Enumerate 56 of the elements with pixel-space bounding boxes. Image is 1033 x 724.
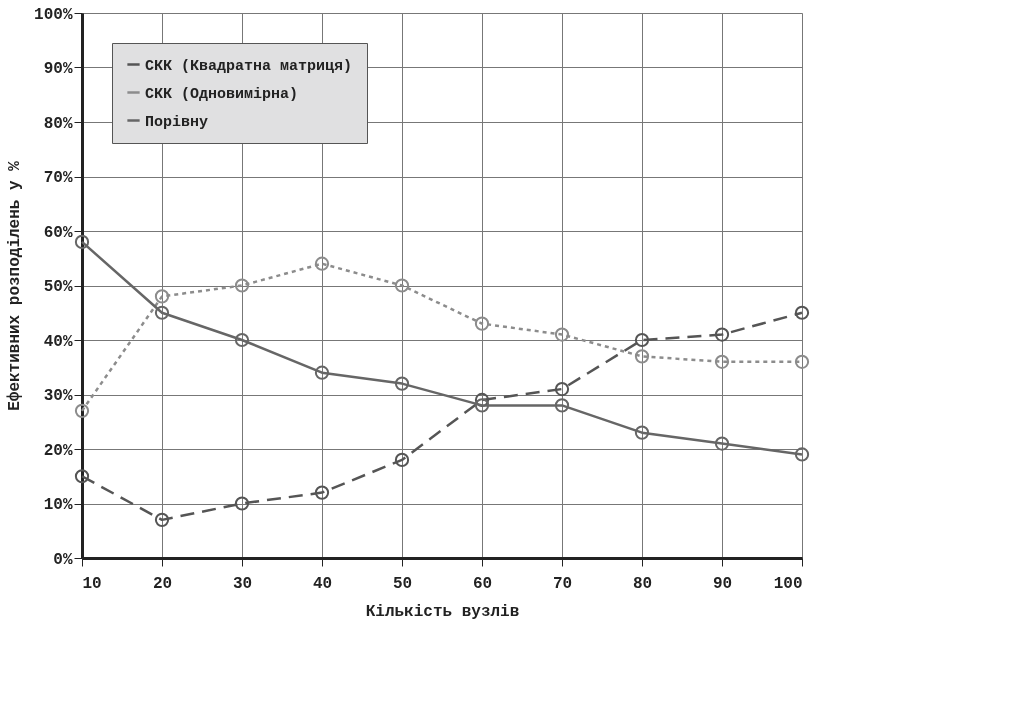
point — [794, 354, 810, 369]
point — [634, 332, 650, 348]
x-tick-label: 90 — [712, 574, 733, 593]
x-tick-label: 80 — [632, 574, 653, 593]
point — [394, 278, 410, 293]
y-tick-label: 90% — [43, 60, 73, 78]
point — [714, 327, 730, 342]
x-tick-label: 20 — [152, 574, 173, 593]
point — [554, 327, 570, 342]
x-tick-label: 100 — [773, 574, 803, 593]
point — [74, 234, 90, 250]
y-tick-label: 30% — [43, 387, 73, 405]
x-tick-label: 40 — [312, 574, 333, 593]
legend-label: СКК (Квадратна матриця) — [145, 57, 353, 75]
x-tick-label: 30 — [232, 574, 253, 593]
point — [154, 289, 170, 304]
point — [314, 365, 330, 380]
legend-label: Порівну — [145, 113, 209, 131]
point — [234, 332, 250, 348]
y-tick-label: 80% — [43, 114, 73, 133]
point — [794, 447, 810, 462]
y-axis-title: Ефективних розподілень у % — [6, 160, 25, 411]
point — [394, 452, 410, 468]
point — [714, 354, 730, 369]
point — [474, 392, 490, 408]
x-tick-label: 10 — [82, 574, 102, 593]
point — [234, 496, 250, 511]
point — [474, 398, 490, 413]
point — [634, 425, 650, 440]
y-tick-label: 40% — [43, 332, 73, 351]
point — [314, 256, 330, 271]
point — [154, 305, 170, 320]
point — [394, 376, 410, 391]
x-tick-label: 60 — [472, 574, 493, 593]
y-tick-label: 70% — [43, 169, 73, 187]
x-axis-title: Кількість вузлів — [365, 602, 520, 621]
y-tick-label: 50% — [43, 278, 73, 296]
legend-label: СКК (Одновимірна) — [145, 85, 299, 103]
x-tick-label: 70 — [552, 574, 573, 593]
y-tick-label: 20% — [43, 441, 73, 460]
point — [74, 469, 90, 484]
point — [554, 398, 570, 413]
y-tick-label: 60% — [43, 223, 73, 242]
y-tick-label: 10% — [43, 496, 73, 514]
y-tick-label: 100% — [34, 5, 73, 24]
point — [714, 436, 730, 451]
y-tick-label: 0% — [53, 550, 73, 569]
point — [234, 278, 250, 293]
point — [314, 485, 330, 500]
point — [74, 403, 90, 418]
point — [634, 349, 650, 364]
x-tick-label: 50 — [392, 574, 413, 593]
point — [554, 381, 570, 397]
point — [474, 316, 490, 331]
point — [794, 305, 810, 320]
point — [154, 512, 170, 527]
